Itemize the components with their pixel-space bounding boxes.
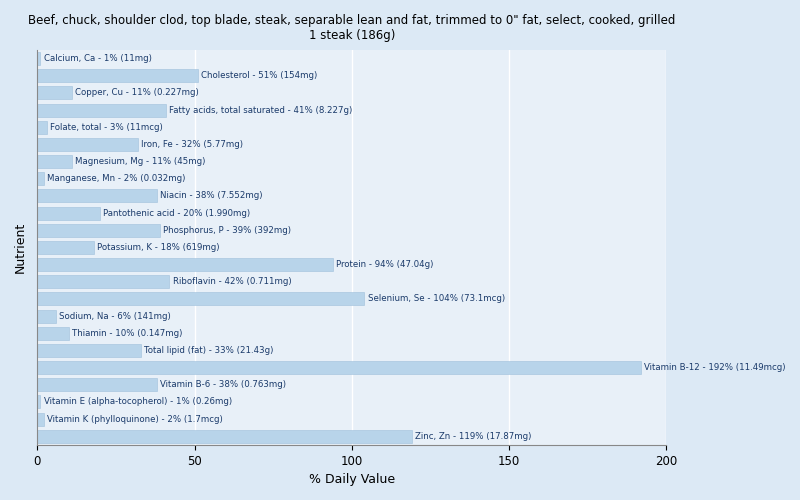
- Text: Total lipid (fat) - 33% (21.43g): Total lipid (fat) - 33% (21.43g): [144, 346, 274, 355]
- Bar: [38, 430, 411, 442]
- Bar: [38, 327, 69, 340]
- Text: Folate, total - 3% (11mcg): Folate, total - 3% (11mcg): [50, 122, 162, 132]
- Bar: [38, 258, 333, 271]
- Text: Fatty acids, total saturated - 41% (8.227g): Fatty acids, total saturated - 41% (8.22…: [170, 106, 353, 114]
- Bar: [38, 104, 166, 117]
- Text: Vitamin E (alpha-tocopherol) - 1% (0.26mg): Vitamin E (alpha-tocopherol) - 1% (0.26m…: [43, 398, 232, 406]
- Text: Protein - 94% (47.04g): Protein - 94% (47.04g): [336, 260, 434, 269]
- Text: Magnesium, Mg - 11% (45mg): Magnesium, Mg - 11% (45mg): [75, 157, 206, 166]
- Text: Cholesterol - 51% (154mg): Cholesterol - 51% (154mg): [201, 71, 317, 80]
- Bar: [38, 172, 43, 185]
- Bar: [38, 138, 138, 151]
- Bar: [38, 361, 641, 374]
- Bar: [38, 206, 100, 220]
- Text: Vitamin B-6 - 38% (0.763mg): Vitamin B-6 - 38% (0.763mg): [160, 380, 286, 390]
- Bar: [38, 86, 72, 100]
- Bar: [38, 412, 43, 426]
- Bar: [38, 121, 46, 134]
- Bar: [38, 310, 56, 322]
- Text: Vitamin B-12 - 192% (11.49mcg): Vitamin B-12 - 192% (11.49mcg): [644, 363, 786, 372]
- Bar: [38, 224, 160, 236]
- X-axis label: % Daily Value: % Daily Value: [309, 473, 395, 486]
- Bar: [38, 190, 157, 202]
- Bar: [38, 70, 198, 82]
- Text: Manganese, Mn - 2% (0.032mg): Manganese, Mn - 2% (0.032mg): [46, 174, 185, 183]
- Bar: [38, 241, 94, 254]
- Text: Niacin - 38% (7.552mg): Niacin - 38% (7.552mg): [160, 192, 262, 200]
- Bar: [38, 292, 364, 306]
- Bar: [38, 276, 170, 288]
- Text: Riboflavin - 42% (0.711mg): Riboflavin - 42% (0.711mg): [173, 277, 291, 286]
- Y-axis label: Nutrient: Nutrient: [14, 222, 27, 273]
- Text: Copper, Cu - 11% (0.227mg): Copper, Cu - 11% (0.227mg): [75, 88, 198, 98]
- Text: Pantothenic acid - 20% (1.990mg): Pantothenic acid - 20% (1.990mg): [103, 208, 250, 218]
- Text: Potassium, K - 18% (619mg): Potassium, K - 18% (619mg): [97, 243, 219, 252]
- Text: Sodium, Na - 6% (141mg): Sodium, Na - 6% (141mg): [59, 312, 171, 320]
- Text: Selenium, Se - 104% (73.1mcg): Selenium, Se - 104% (73.1mcg): [367, 294, 505, 304]
- Title: Beef, chuck, shoulder clod, top blade, steak, separable lean and fat, trimmed to: Beef, chuck, shoulder clod, top blade, s…: [28, 14, 675, 42]
- Bar: [38, 52, 41, 65]
- Bar: [38, 396, 41, 408]
- Text: Zinc, Zn - 119% (17.87mg): Zinc, Zn - 119% (17.87mg): [414, 432, 531, 441]
- Bar: [38, 344, 141, 357]
- Text: Iron, Fe - 32% (5.77mg): Iron, Fe - 32% (5.77mg): [141, 140, 243, 149]
- Bar: [38, 155, 72, 168]
- Text: Thiamin - 10% (0.147mg): Thiamin - 10% (0.147mg): [72, 329, 182, 338]
- Text: Phosphorus, P - 39% (392mg): Phosphorus, P - 39% (392mg): [163, 226, 291, 235]
- Bar: [38, 378, 157, 391]
- Text: Calcium, Ca - 1% (11mg): Calcium, Ca - 1% (11mg): [43, 54, 151, 63]
- Text: Vitamin K (phylloquinone) - 2% (1.7mcg): Vitamin K (phylloquinone) - 2% (1.7mcg): [46, 414, 222, 424]
